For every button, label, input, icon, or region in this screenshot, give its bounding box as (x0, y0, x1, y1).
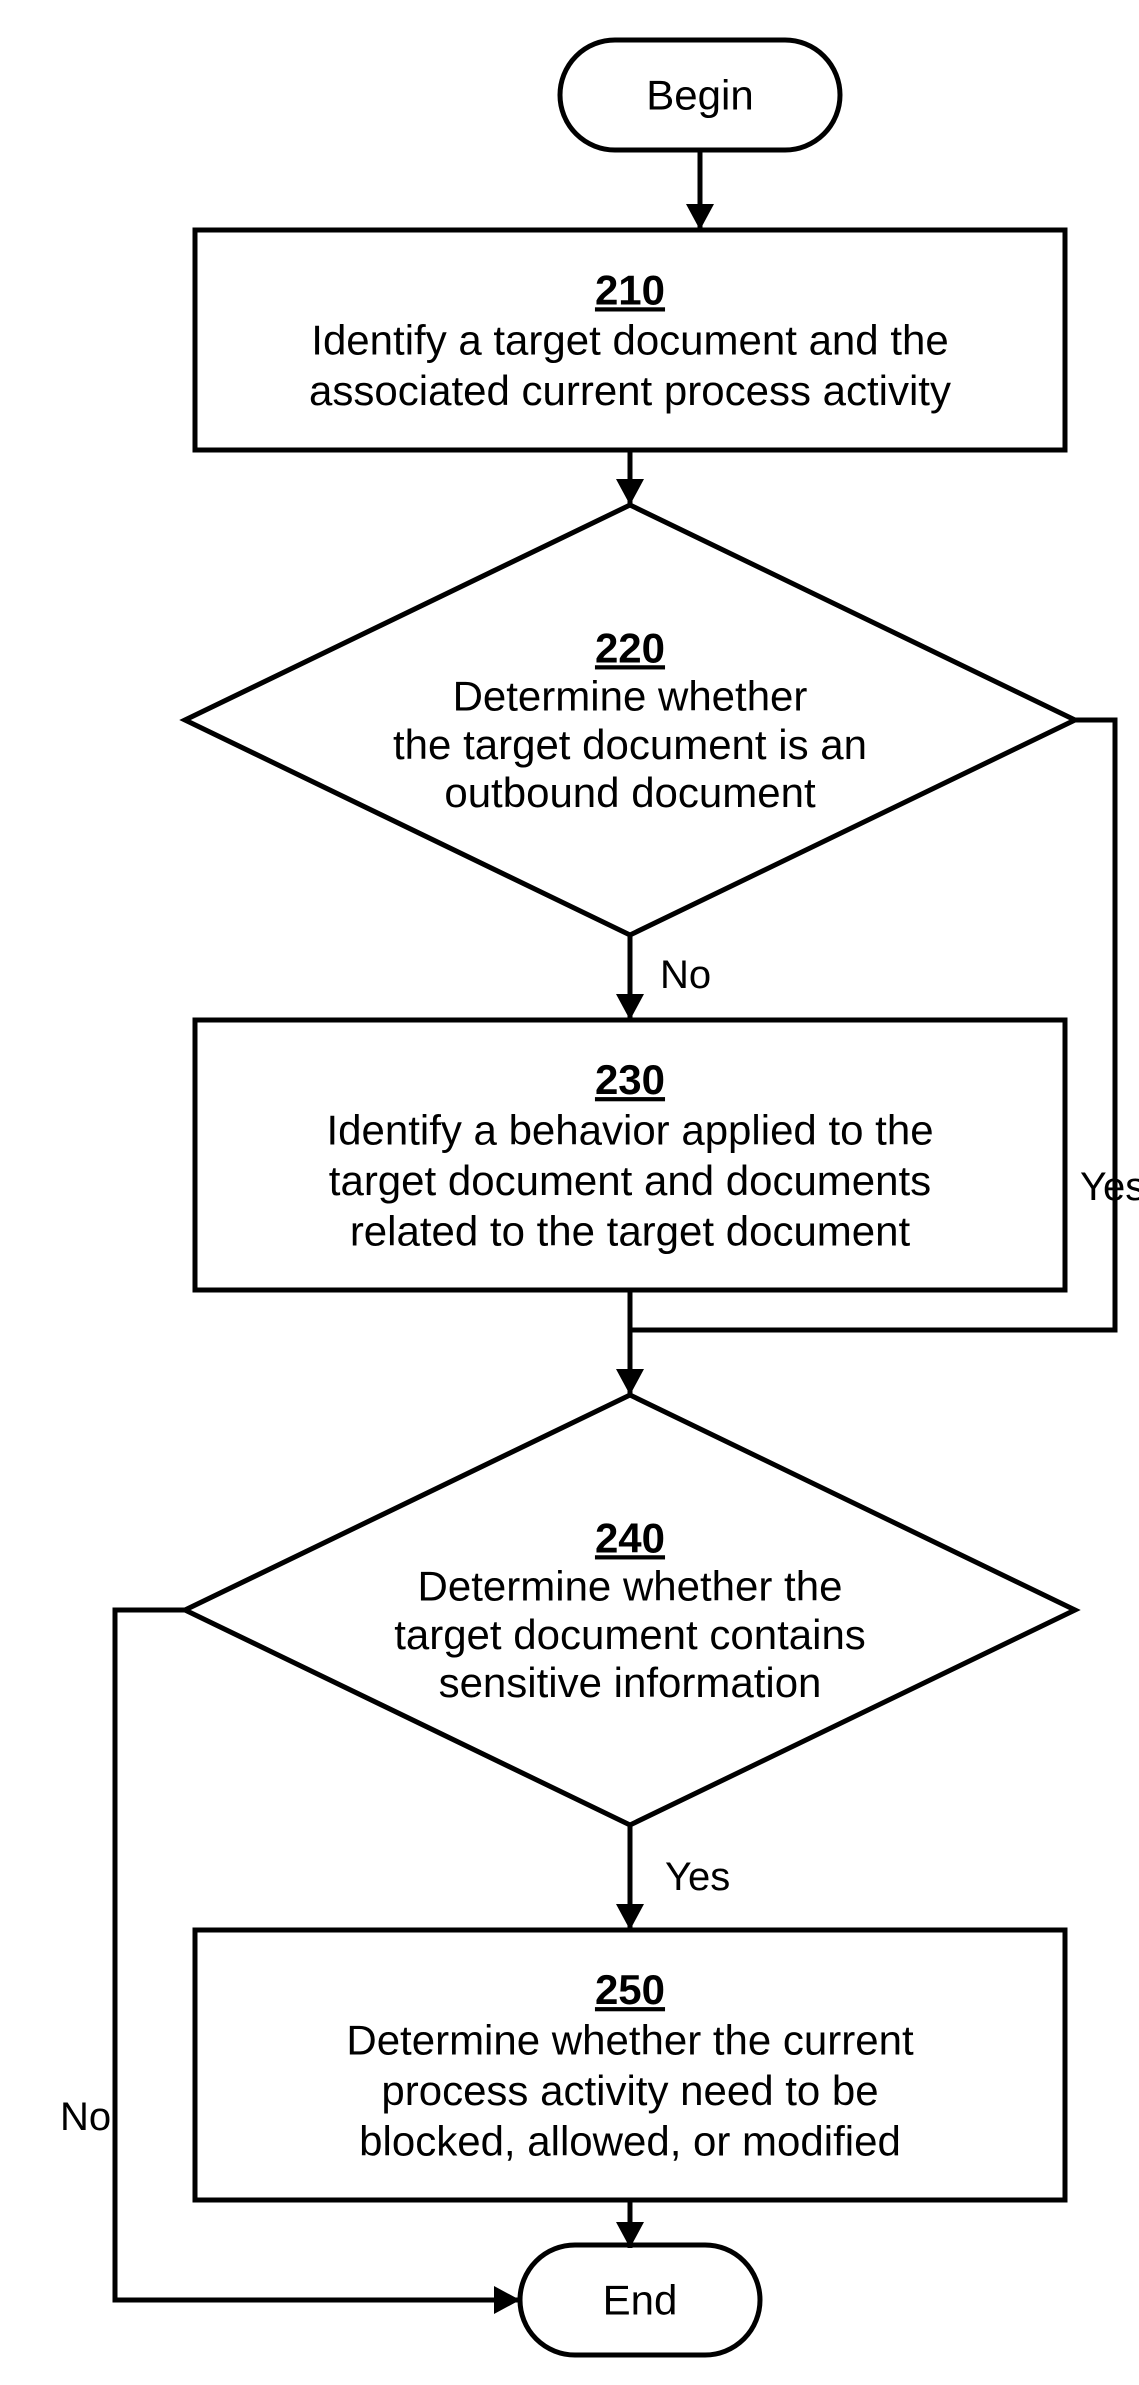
edge-240-yes-to-250: Yes (665, 1855, 730, 1899)
end-terminal: End (520, 2245, 760, 2355)
edge-220-yes-right: Yes (1080, 1165, 1139, 1209)
process-b230: 230Identify a behavior applied to thetar… (195, 1020, 1065, 1290)
edge-240-no-left: No (60, 2095, 111, 2139)
step-text-line: target document and documents (329, 1157, 931, 1204)
begin-terminal: Begin (560, 40, 840, 150)
step-text-line: Determine whether the current (346, 2017, 914, 2064)
decision-d240: 240Determine whether thetarget document … (185, 1395, 1075, 1825)
decision-text-line: the target document is an (393, 721, 867, 768)
step-number: 230 (595, 1056, 665, 1103)
step-text-line: associated current process activity (309, 367, 951, 414)
decision-text-line: Determine whether the (418, 1563, 843, 1610)
step-number: 250 (595, 1966, 665, 2013)
step-number: 240 (595, 1514, 665, 1561)
step-text-line: Identify a target document and the (311, 317, 948, 364)
edge-label: Yes (665, 1855, 730, 1899)
step-number: 220 (595, 624, 665, 671)
step-text-line: blocked, allowed, or modified (359, 2117, 901, 2164)
edge-label: No (660, 953, 711, 997)
process-b210: 210Identify a target document and theass… (195, 230, 1065, 450)
decision-text-line: target document contains (394, 1611, 866, 1658)
decision-text-line: outbound document (444, 769, 816, 816)
step-number: 210 (595, 266, 665, 313)
end-label: End (603, 2277, 678, 2324)
step-text-line: process activity need to be (381, 2067, 878, 2114)
step-text-line: related to the target document (350, 1207, 911, 1254)
decision-text-line: Determine whether (453, 673, 808, 720)
edge-220-no-to-230: No (660, 953, 711, 997)
process-b250: 250Determine whether the currentprocess … (195, 1930, 1065, 2200)
decision-text-line: sensitive information (439, 1659, 822, 1706)
step-text-line: Identify a behavior applied to the (326, 1107, 933, 1154)
edge-label: No (60, 2095, 111, 2139)
edge-label: Yes (1080, 1165, 1139, 1209)
begin-label: Begin (646, 72, 753, 119)
decision-d220: 220Determine whetherthe target document … (185, 505, 1075, 935)
